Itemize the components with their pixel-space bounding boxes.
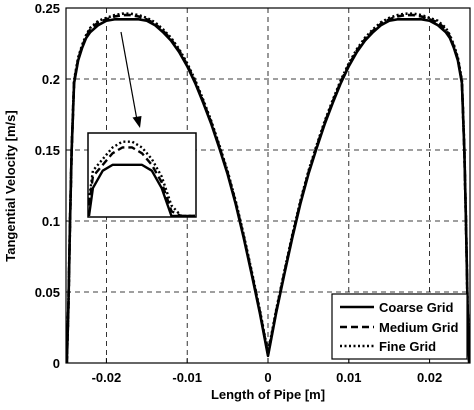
arrow-head xyxy=(132,116,142,128)
legend-label-medium: Medium Grid xyxy=(379,320,459,335)
y-tick-label: 0.2 xyxy=(42,72,60,87)
inset-pointer-arrow xyxy=(120,31,142,128)
x-tick-label: 0 xyxy=(264,370,271,385)
y-tick-label: 0.05 xyxy=(35,285,60,300)
y-ticks: 0 0.05 0.1 0.15 0.2 0.25 xyxy=(35,1,71,371)
x-tick-label: -0.01 xyxy=(172,370,202,385)
x-axis-label: Length of Pipe [m] xyxy=(211,387,325,402)
x-tick-label: 0.01 xyxy=(336,370,361,385)
series-line-fine-grid xyxy=(65,12,471,364)
inset-frame xyxy=(87,132,197,218)
series-line-coarse-grid xyxy=(65,18,471,364)
x-tick-label: 0.02 xyxy=(417,370,442,385)
inset-series xyxy=(87,140,195,218)
legend-label-coarse: Coarse Grid xyxy=(379,300,453,315)
series-group xyxy=(65,12,471,364)
y-tick-label: 0.25 xyxy=(35,1,60,16)
x-tick-label: -0.02 xyxy=(92,370,122,385)
y-tick-label: 0.1 xyxy=(42,214,60,229)
inset-series-line-coarse-grid xyxy=(87,163,195,218)
x-ticks: -0.02 -0.01 0 0.01 0.02 xyxy=(92,358,442,385)
y-tick-label: 0.15 xyxy=(35,143,60,158)
y-axis-label: Tangential Velocity [m/s] xyxy=(3,110,18,261)
arrow-line xyxy=(120,31,138,121)
legend-label-fine: Fine Grid xyxy=(379,339,436,354)
inset xyxy=(87,132,197,218)
legend: Coarse Grid Medium Grid Fine Grid xyxy=(331,293,468,360)
y-tick-label: 0 xyxy=(53,356,60,371)
